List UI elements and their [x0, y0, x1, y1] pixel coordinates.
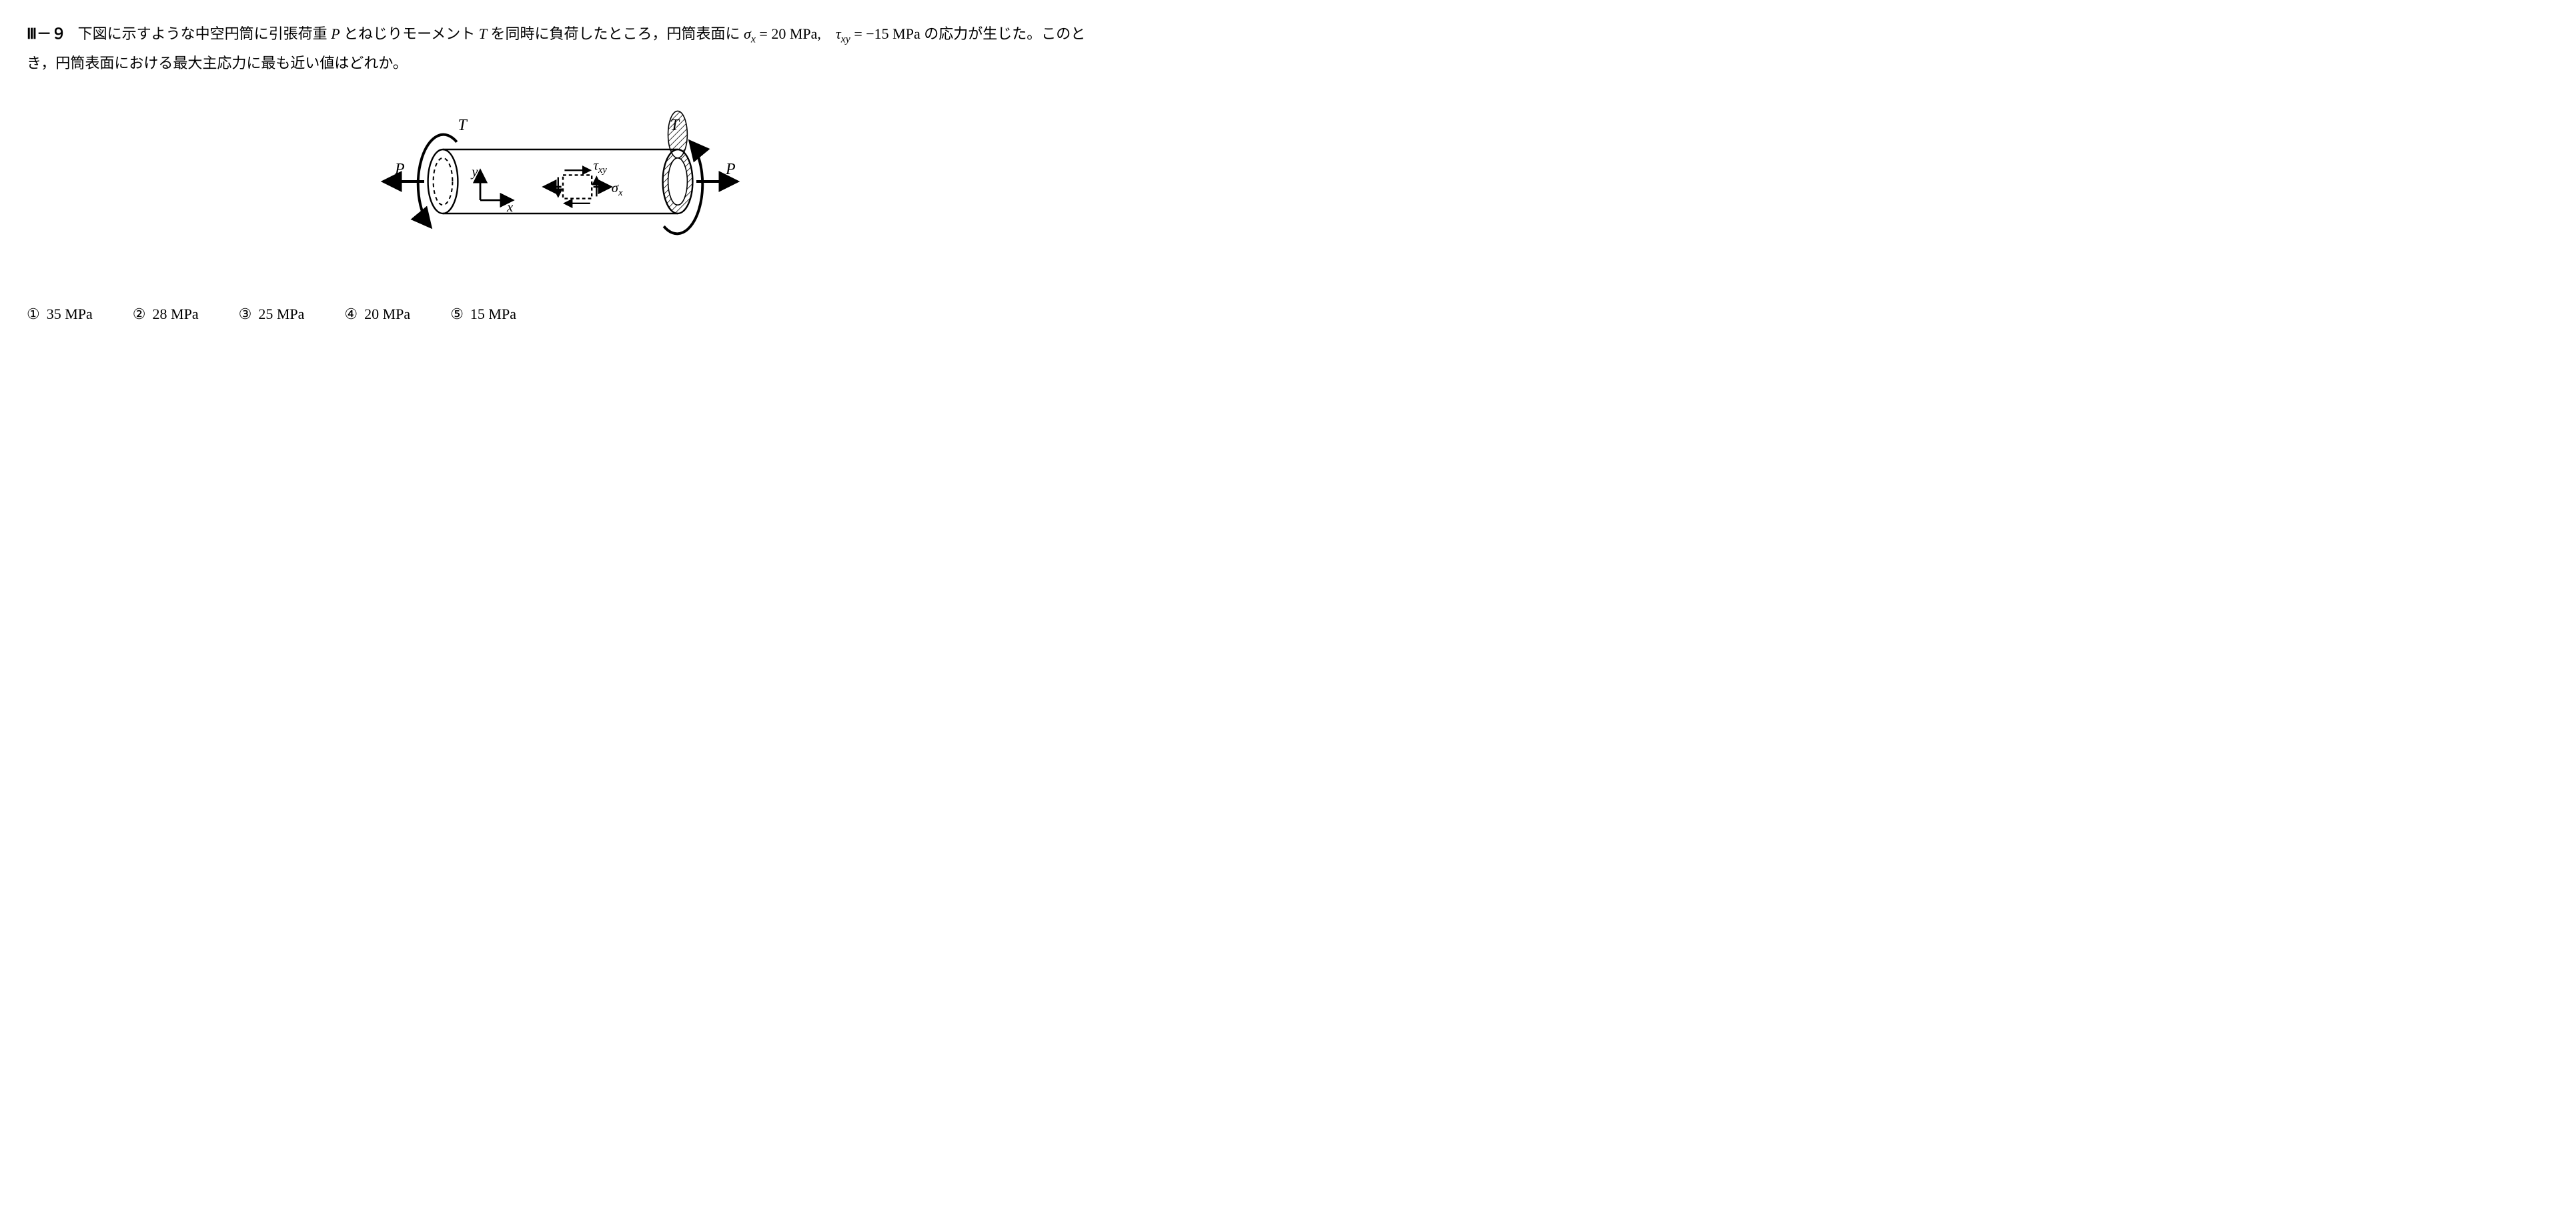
label-sigma: σ	[612, 180, 619, 195]
cylinder-figure: T T P P y x τxy σx	[320, 91, 800, 272]
problem-container: Ⅲ－９ 下図に示すような中空円筒に引張荷重 P とねじりモーメント T を同時に…	[27, 20, 1094, 328]
option-3: ③25 MPa	[239, 300, 305, 328]
svg-text:σx: σx	[612, 180, 623, 198]
sigma-eq: = 20 MPa,	[756, 25, 836, 42]
svg-text:τxy: τxy	[594, 158, 608, 176]
var-t: T	[479, 25, 487, 42]
label-p-left: P	[394, 161, 405, 178]
label-x: x	[506, 199, 514, 215]
label-t-right: T	[670, 117, 680, 134]
text-2: とねじりモーメント	[340, 25, 479, 42]
label-p-right: P	[725, 161, 736, 178]
option-5: ⑤15 MPa	[450, 300, 516, 328]
sigma: σ	[744, 25, 751, 42]
label-y: y	[470, 164, 478, 179]
options-row: ①35 MPa ②28 MPa ③25 MPa ④20 MPa ⑤15 MPa	[27, 300, 1094, 328]
label-t-left: T	[458, 117, 468, 134]
figure-container: T T P P y x τxy σx	[27, 91, 1094, 282]
text-1: 下図に示すような中空円筒に引張荷重	[78, 25, 332, 42]
option-2: ②28 MPa	[133, 300, 199, 328]
var-p: P	[331, 25, 340, 42]
problem-label: Ⅲ－９	[27, 25, 66, 42]
option-1: ①35 MPa	[27, 300, 93, 328]
tau: τ	[836, 25, 841, 42]
tau-sub: xy	[841, 33, 850, 45]
label-sigma-sub: x	[618, 187, 623, 198]
label-tau-sub: xy	[598, 165, 607, 175]
sigma-sub: x	[751, 33, 756, 45]
text-3: を同時に負荷したところ，円筒表面に	[487, 25, 744, 42]
option-4: ④20 MPa	[344, 300, 410, 328]
problem-statement: Ⅲ－９ 下図に示すような中空円筒に引張荷重 P とねじりモーメント T を同時に…	[27, 20, 1094, 77]
